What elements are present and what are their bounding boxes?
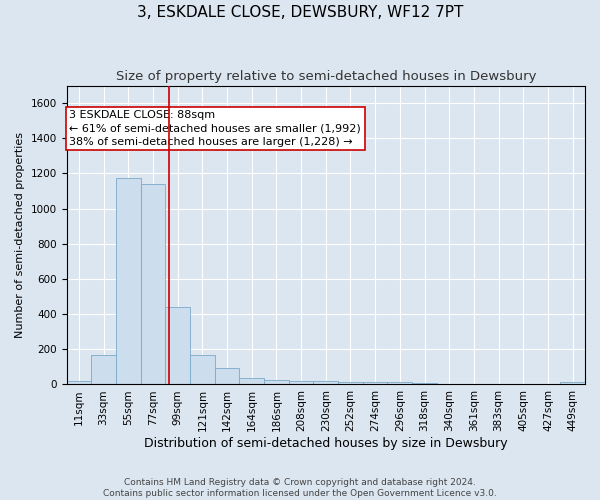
Text: 3 ESKDALE CLOSE: 88sqm
← 61% of semi-detached houses are smaller (1,992)
38% of : 3 ESKDALE CLOSE: 88sqm ← 61% of semi-det… bbox=[70, 110, 361, 146]
Bar bbox=[67, 382, 91, 384]
Bar bbox=[313, 382, 338, 384]
Bar bbox=[338, 382, 363, 384]
Y-axis label: Number of semi-detached properties: Number of semi-detached properties bbox=[15, 132, 25, 338]
Bar bbox=[165, 307, 190, 384]
Bar bbox=[215, 368, 239, 384]
Bar bbox=[239, 378, 264, 384]
Bar bbox=[116, 178, 140, 384]
Bar bbox=[560, 382, 585, 384]
Bar bbox=[412, 383, 437, 384]
Bar bbox=[91, 354, 116, 384]
Bar bbox=[264, 380, 289, 384]
Bar bbox=[363, 382, 388, 384]
X-axis label: Distribution of semi-detached houses by size in Dewsbury: Distribution of semi-detached houses by … bbox=[144, 437, 508, 450]
Bar bbox=[140, 184, 165, 384]
Text: 3, ESKDALE CLOSE, DEWSBURY, WF12 7PT: 3, ESKDALE CLOSE, DEWSBURY, WF12 7PT bbox=[137, 5, 463, 20]
Bar bbox=[388, 382, 412, 384]
Title: Size of property relative to semi-detached houses in Dewsbury: Size of property relative to semi-detach… bbox=[116, 70, 536, 83]
Bar bbox=[190, 354, 215, 384]
Bar bbox=[289, 380, 313, 384]
Text: Contains HM Land Registry data © Crown copyright and database right 2024.
Contai: Contains HM Land Registry data © Crown c… bbox=[103, 478, 497, 498]
